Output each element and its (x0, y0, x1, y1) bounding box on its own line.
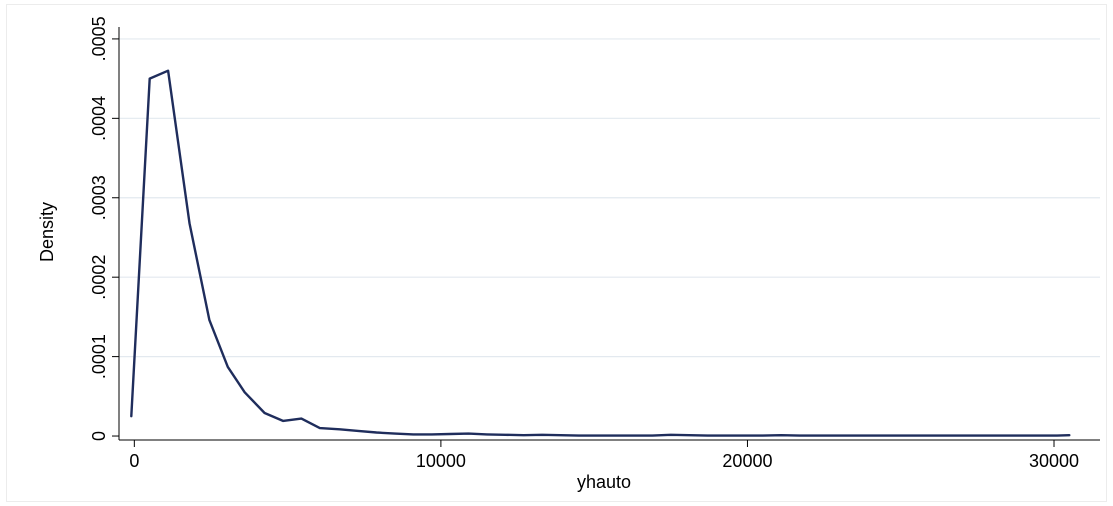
y-ticks: 0 .0001 .0002 .0003 .0004 .0005 (89, 16, 119, 441)
y-tick-label: .0004 (89, 96, 109, 141)
x-ticks: 0 10000 20000 30000 (129, 440, 1079, 471)
y-tick-label: .0002 (89, 255, 109, 300)
density-line (130, 69, 1071, 437)
y-tick-label: .0003 (89, 175, 109, 220)
x-tick-label: 0 (129, 451, 139, 471)
density-series (130, 69, 1071, 437)
density-chart: 0 .0001 .0002 .0003 .0004 .0005 0 10000 20000 30… (37, 16, 1100, 492)
y-tick-label: .0001 (89, 334, 109, 379)
x-tick-label: 30000 (1029, 451, 1079, 471)
x-axis-title: yhauto (577, 472, 631, 492)
x-tick-label: 20000 (722, 451, 772, 471)
y-tick-label: 0 (89, 431, 109, 441)
y-axis-title: Density (37, 202, 57, 262)
chart-frame: 0 .0001 .0002 .0003 .0004 .0005 0 10000 20000 30… (6, 4, 1107, 502)
x-tick-label: 10000 (416, 451, 466, 471)
y-tick-label: .0005 (89, 16, 109, 61)
gridlines (119, 38, 1100, 358)
axes (118, 27, 1100, 441)
